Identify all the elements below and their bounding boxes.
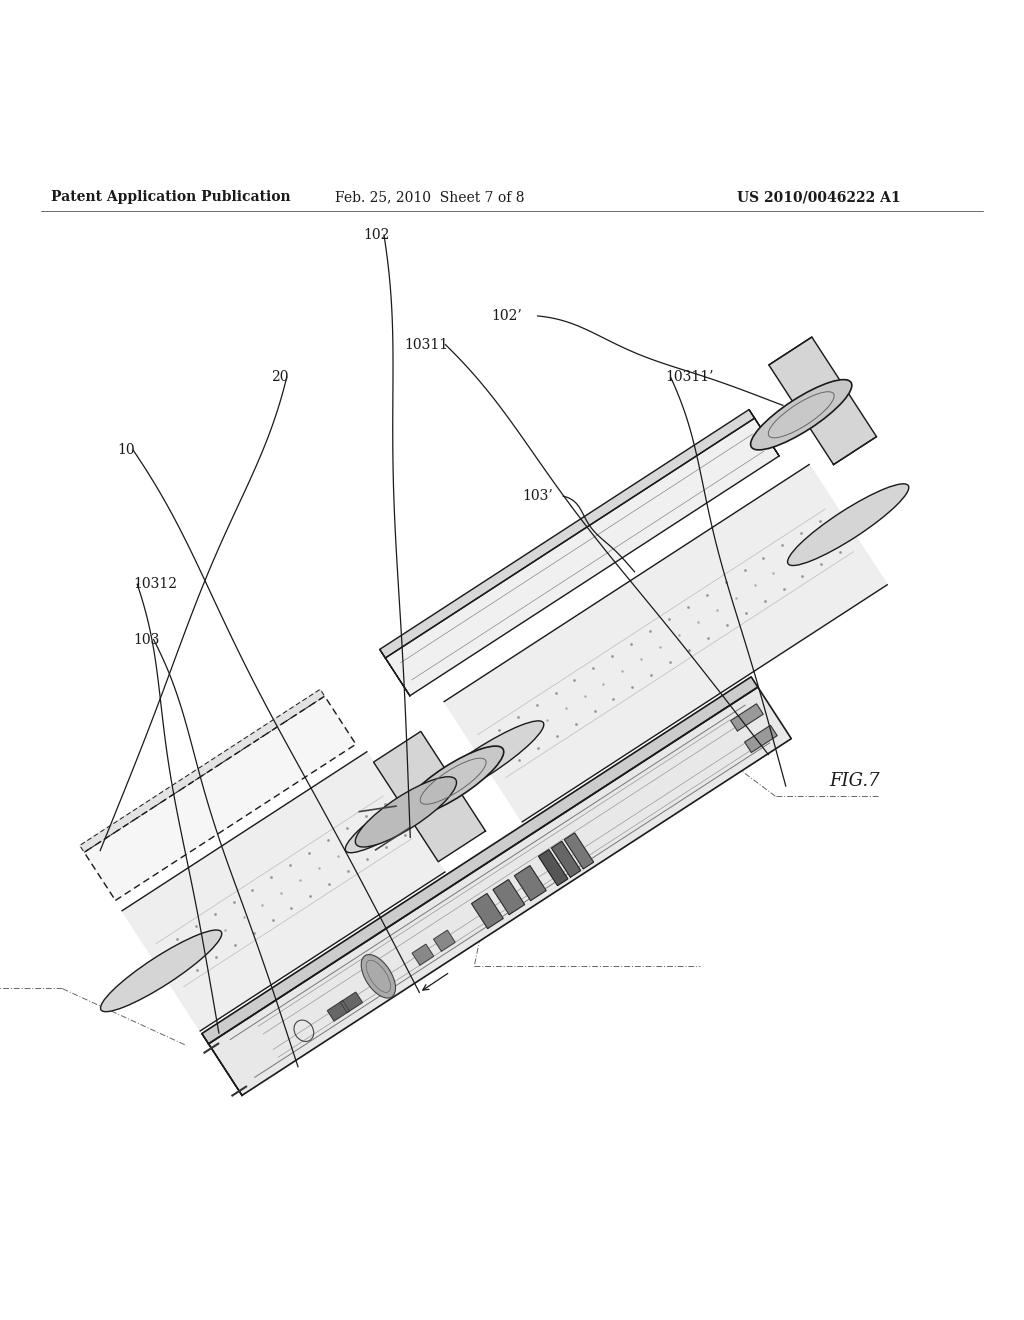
Text: 102’: 102’	[492, 309, 522, 323]
Polygon shape	[769, 337, 877, 465]
Text: 102: 102	[364, 228, 390, 242]
Ellipse shape	[345, 771, 467, 853]
Polygon shape	[731, 704, 763, 731]
Polygon shape	[444, 465, 887, 822]
Polygon shape	[84, 696, 356, 900]
Polygon shape	[202, 677, 758, 1044]
Polygon shape	[749, 409, 779, 455]
Text: 103’: 103’	[522, 490, 553, 503]
Polygon shape	[412, 944, 434, 965]
Ellipse shape	[751, 380, 852, 450]
Polygon shape	[471, 894, 503, 928]
Text: 10312: 10312	[133, 577, 177, 591]
Polygon shape	[744, 725, 777, 752]
Text: FIG.7: FIG.7	[829, 772, 880, 789]
Polygon shape	[380, 409, 755, 657]
Polygon shape	[80, 689, 325, 853]
Polygon shape	[380, 649, 410, 696]
Polygon shape	[202, 1034, 242, 1096]
Polygon shape	[122, 752, 445, 1031]
Polygon shape	[340, 993, 362, 1012]
Ellipse shape	[361, 954, 395, 998]
Polygon shape	[539, 850, 568, 886]
Polygon shape	[209, 688, 792, 1096]
Text: 20: 20	[271, 371, 289, 384]
Text: Patent Application Publication: Patent Application Publication	[51, 190, 291, 205]
Text: 103: 103	[133, 632, 160, 647]
Ellipse shape	[100, 931, 222, 1011]
Ellipse shape	[787, 484, 909, 565]
Polygon shape	[552, 841, 581, 878]
Polygon shape	[433, 931, 456, 952]
Ellipse shape	[402, 746, 504, 816]
Text: 10311’: 10311’	[666, 371, 714, 384]
Polygon shape	[564, 833, 594, 869]
Polygon shape	[385, 418, 779, 696]
Polygon shape	[514, 866, 546, 900]
Polygon shape	[328, 1001, 349, 1020]
Text: US 2010/0046222 A1: US 2010/0046222 A1	[737, 190, 901, 205]
Polygon shape	[493, 879, 524, 915]
Ellipse shape	[423, 721, 544, 803]
Polygon shape	[374, 731, 485, 862]
Text: 10: 10	[118, 444, 135, 457]
Text: 10311: 10311	[404, 338, 449, 351]
Text: Feb. 25, 2010  Sheet 7 of 8: Feb. 25, 2010 Sheet 7 of 8	[335, 190, 525, 205]
Ellipse shape	[355, 776, 457, 847]
